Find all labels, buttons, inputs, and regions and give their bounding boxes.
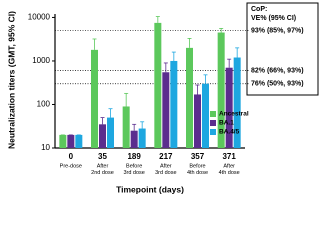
- legend-swatch: [210, 120, 216, 126]
- y-tick-label: 1000: [32, 56, 50, 65]
- x-tick-label: 371: [222, 152, 236, 161]
- x-tick-sublabel: 3rd dose: [123, 170, 144, 176]
- bar: [194, 94, 201, 148]
- x-tick-sublabel: Pre-dose: [60, 163, 82, 169]
- bar: [122, 106, 130, 148]
- chart: CoP: VE% (95% CI) Neutralization titers …: [6, 2, 319, 194]
- y-tick-label: 10: [41, 143, 50, 152]
- x-tick-label: 35: [98, 152, 107, 161]
- bar: [138, 128, 146, 148]
- x-tick-label: 217: [159, 152, 173, 161]
- legend-swatch: [210, 129, 216, 135]
- bar: [217, 32, 225, 148]
- x-tick-label: 189: [127, 152, 141, 161]
- x-tick-sublabel: 4th dose: [219, 170, 240, 176]
- annotation-box: [246, 2, 319, 96]
- x-tick-sublabel: Before: [189, 163, 205, 169]
- x-tick-sublabel: 3rd dose: [155, 170, 176, 176]
- annotation-title: CoP:: [251, 6, 267, 13]
- legend-label: Ancestral: [219, 111, 249, 118]
- y-tick-label: 100: [37, 100, 51, 109]
- x-tick-sublabel: 2nd dose: [91, 170, 114, 176]
- x-tick-label: 0: [69, 152, 74, 161]
- bar: [186, 47, 193, 149]
- reference-label: 82% (66%, 93%): [251, 67, 304, 74]
- legend-label: BA.4/5: [219, 129, 240, 136]
- x-tick-label: 357: [191, 152, 205, 161]
- bar: [225, 67, 233, 148]
- bar: [107, 117, 114, 148]
- reference-label: 76% (50%, 93%): [251, 81, 304, 88]
- x-tick-sublabel: After: [97, 163, 109, 169]
- y-axis-label: Neutralization titers (GMT, 95% CI): [6, 11, 16, 149]
- bar: [99, 124, 106, 148]
- bar: [91, 49, 98, 148]
- bar: [59, 134, 67, 148]
- x-tick-sublabel: 4th dose: [187, 170, 208, 176]
- bar: [130, 130, 138, 148]
- reference-label: 93% (85%, 97%): [251, 27, 304, 34]
- bar: [154, 22, 162, 149]
- bar: [233, 57, 241, 148]
- x-axis-label: Timepoint (days): [116, 184, 184, 194]
- bar: [202, 83, 209, 148]
- legend-swatch: [210, 111, 216, 117]
- y-tick-label: 10000: [28, 13, 51, 22]
- x-tick-sublabel: After: [223, 163, 235, 169]
- x-tick-sublabel: After: [160, 163, 172, 169]
- bar: [162, 72, 170, 148]
- legend-label: BA.1: [219, 120, 234, 127]
- bar: [170, 60, 178, 148]
- bar: [67, 134, 75, 148]
- annotation-subtitle: VE% (95% CI): [251, 15, 296, 22]
- x-tick-sublabel: Before: [126, 163, 142, 169]
- bar: [75, 134, 83, 148]
